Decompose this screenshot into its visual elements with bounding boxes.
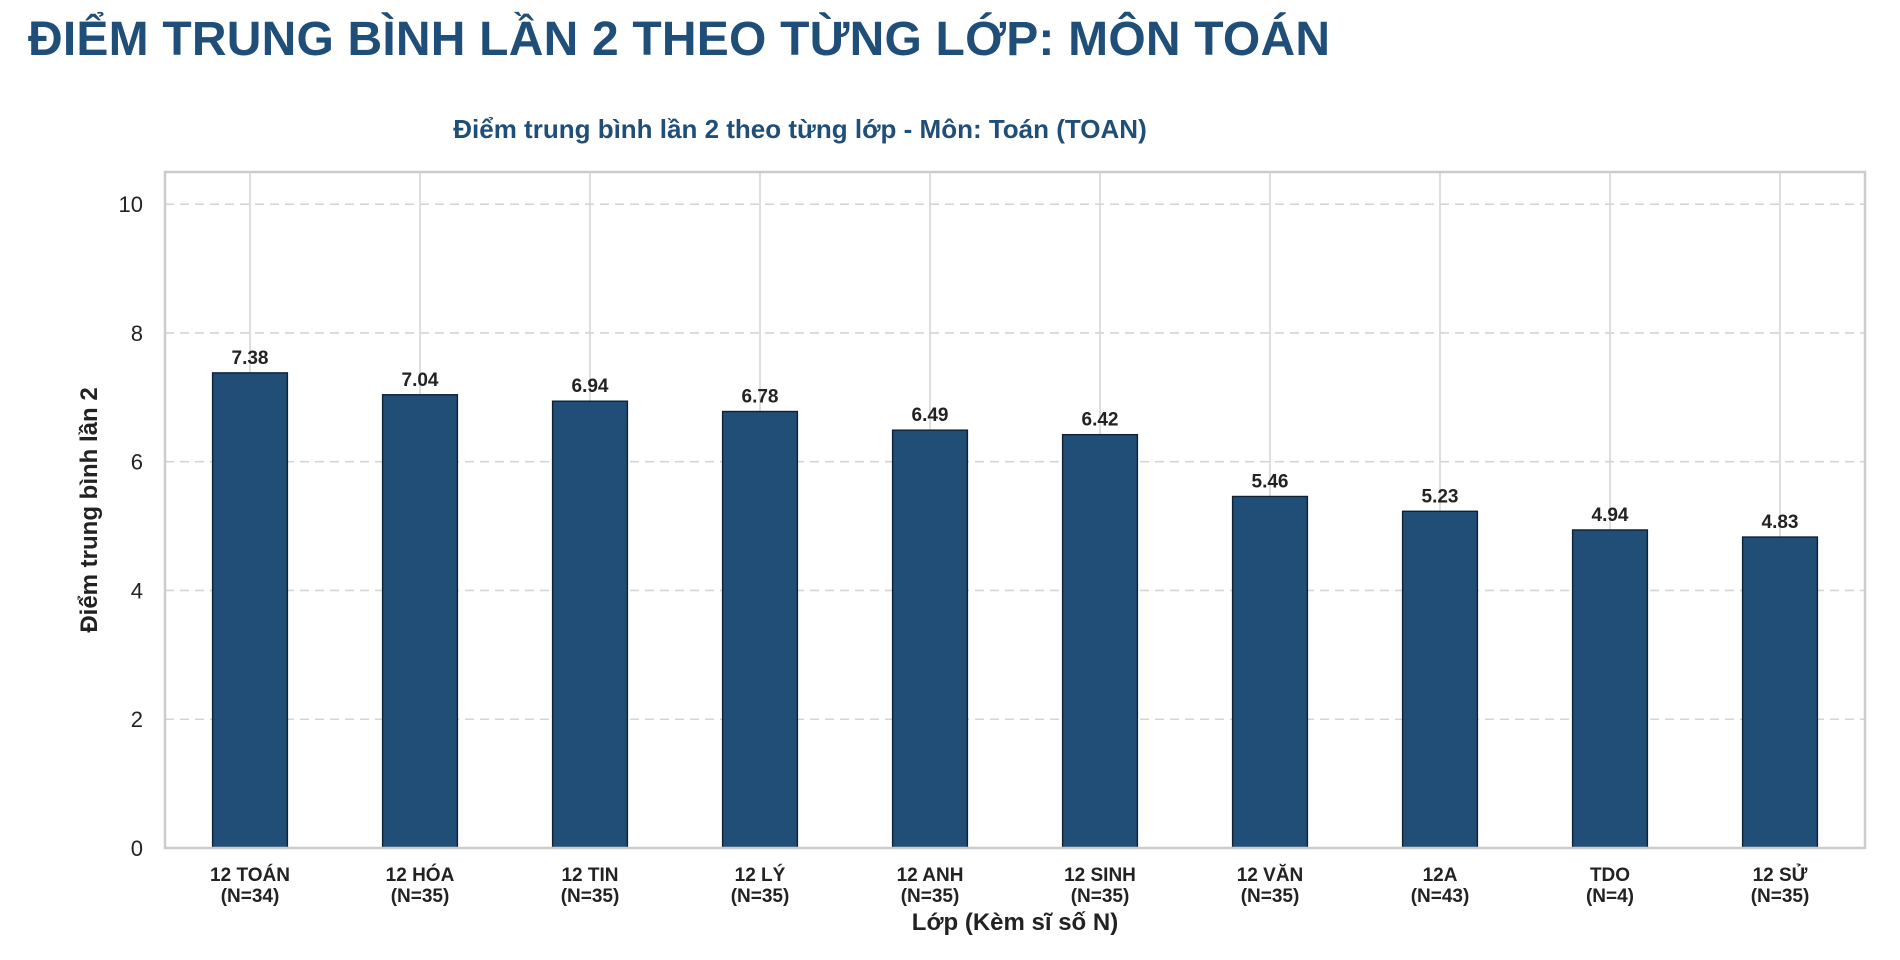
bars-layer <box>211 372 1819 849</box>
bar-value-label: 4.94 <box>1592 505 1629 526</box>
bar-value-label: 7.38 <box>232 348 269 369</box>
bar <box>891 429 969 849</box>
x-tick-sublabel: (N=34) <box>221 886 280 907</box>
y-tick-label: 4 <box>131 578 143 603</box>
bar-value-label: 6.78 <box>742 386 779 407</box>
bar <box>1061 433 1139 849</box>
y-tick-label: 6 <box>131 450 143 475</box>
y-tick-label: 10 <box>119 192 143 217</box>
bar <box>211 372 289 849</box>
x-tick-sublabel: (N=35) <box>391 886 450 907</box>
bar <box>1401 510 1479 849</box>
x-tick-label: 12 SỬ <box>1753 864 1808 886</box>
x-tick-sublabel: (N=35) <box>901 886 960 907</box>
x-tick-sublabel: (N=35) <box>731 886 790 907</box>
chart-title: Điểm trung bình lần 2 theo từng lớp - Mô… <box>453 114 1147 144</box>
y-ticks-layer: 0 2 4 6 8 10 <box>119 192 143 861</box>
y-axis-label: Điểm trung bình lần 2 <box>76 387 103 632</box>
bar-value-label: 5.46 <box>1252 471 1289 492</box>
x-tick-sublabel: (N=4) <box>1586 886 1634 907</box>
x-axis-label: Lớp (Kèm sĩ số N) <box>912 909 1118 936</box>
bar-value-label: 4.83 <box>1762 512 1799 533</box>
x-tick-label: 12 TIN <box>561 865 618 886</box>
bar <box>721 410 799 849</box>
bar-value-label: 6.42 <box>1082 410 1119 431</box>
x-tick-sublabel: (N=35) <box>561 886 620 907</box>
page-title: ĐIỂM TRUNG BÌNH LẦN 2 THEO TỪNG LỚP: MÔN… <box>28 13 1331 66</box>
x-tick-label: 12 ANH <box>897 865 964 886</box>
bar <box>1231 495 1309 849</box>
bar-value-label: 5.23 <box>1422 486 1459 507</box>
bar <box>381 394 459 849</box>
y-tick-label: 2 <box>131 707 143 732</box>
y-tick-label: 0 <box>131 836 143 861</box>
x-tick-label: TDO <box>1590 865 1630 886</box>
x-tick-sublabel: (N=35) <box>1071 886 1130 907</box>
value-labels-layer: 7.38 7.04 6.94 6.78 6.49 6.42 5.46 5.23 4.94 4.83 <box>232 348 1799 533</box>
bar-value-label: 6.49 <box>912 405 949 426</box>
bar <box>1571 529 1649 849</box>
bar-value-label: 6.94 <box>572 376 609 397</box>
bar <box>551 400 629 849</box>
y-tick-label: 8 <box>131 321 143 346</box>
x-ticks-layer: 12 TOÁN(N=34)12 HÓA(N=35)12 TIN(N=35)12 … <box>210 864 1809 907</box>
x-tick-sublabel: (N=35) <box>1751 886 1810 907</box>
x-tick-sublabel: (N=35) <box>1241 886 1300 907</box>
plot-frame <box>163 170 1867 850</box>
x-tick-label: 12 TOÁN <box>210 864 290 886</box>
bar-value-label: 7.04 <box>402 370 439 391</box>
x-tick-label: 12 LÝ <box>735 864 786 886</box>
x-tick-label: 12 VĂN <box>1237 864 1304 886</box>
x-tick-sublabel: (N=43) <box>1411 886 1470 907</box>
x-tick-label: 12 HÓA <box>386 864 455 886</box>
x-tick-label: 12 SINH <box>1064 865 1136 886</box>
x-tick-label: 12A <box>1423 865 1458 886</box>
bar <box>1741 536 1819 849</box>
